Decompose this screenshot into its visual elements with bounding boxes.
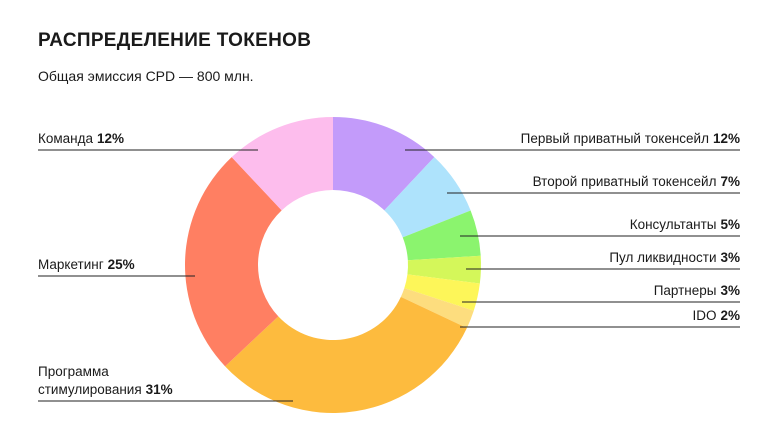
chart-title: РАСПРЕДЕЛЕНИЕ ТОКЕНОВ [38, 30, 312, 51]
slice-name: Партнеры [653, 283, 717, 298]
slice-label: Первый приватный токенсейл 12% [521, 130, 740, 148]
slice-value: 3% [720, 250, 740, 265]
slice-value: 12% [97, 131, 125, 146]
slice-name: IDO [692, 308, 717, 323]
slice-label: Консультанты 5% [630, 216, 740, 234]
slice-label: Второй приватный токенсейл 7% [533, 173, 740, 191]
donut-slice [402, 210, 481, 261]
donut-slice [333, 117, 435, 211]
slice-value: 7% [720, 174, 740, 189]
donut-slice [225, 296, 467, 413]
slice-label: Программа стимулирования 31% [38, 363, 198, 399]
slice-name: Консультанты [629, 217, 717, 232]
donut-slice [407, 255, 481, 284]
slice-label: Команда 12% [38, 130, 198, 148]
slice-value: 5% [720, 217, 740, 232]
slice-name: Второй приватный токенсейл [532, 174, 717, 189]
slice-name: Команда [38, 131, 94, 146]
slice-name: Первый приватный токенсейл [520, 131, 709, 146]
slice-label: Пул ликвидности 3% [609, 249, 740, 267]
donut-slice [400, 288, 474, 329]
slice-value: 31% [145, 382, 173, 397]
slice-label: Партнеры 3% [654, 282, 740, 300]
slice-label: IDO 2% [692, 307, 740, 325]
slice-value: 12% [712, 131, 740, 146]
slice-name: Программа стимулирования [38, 364, 142, 397]
chart-subtitle: Общая эмиссия CPD — 800 млн. [38, 68, 254, 84]
slice-value: 2% [720, 308, 740, 323]
slice-name: Пул ликвидности [609, 250, 717, 265]
slice-label: Маркетинг 25% [38, 256, 198, 274]
slice-value: 3% [720, 283, 740, 298]
slice-name: Маркетинг [38, 257, 104, 272]
donut-slice [384, 157, 471, 238]
donut-slice [404, 274, 480, 311]
donut-slice [231, 117, 333, 211]
slice-value: 25% [107, 257, 135, 272]
donut-slice [185, 157, 282, 367]
